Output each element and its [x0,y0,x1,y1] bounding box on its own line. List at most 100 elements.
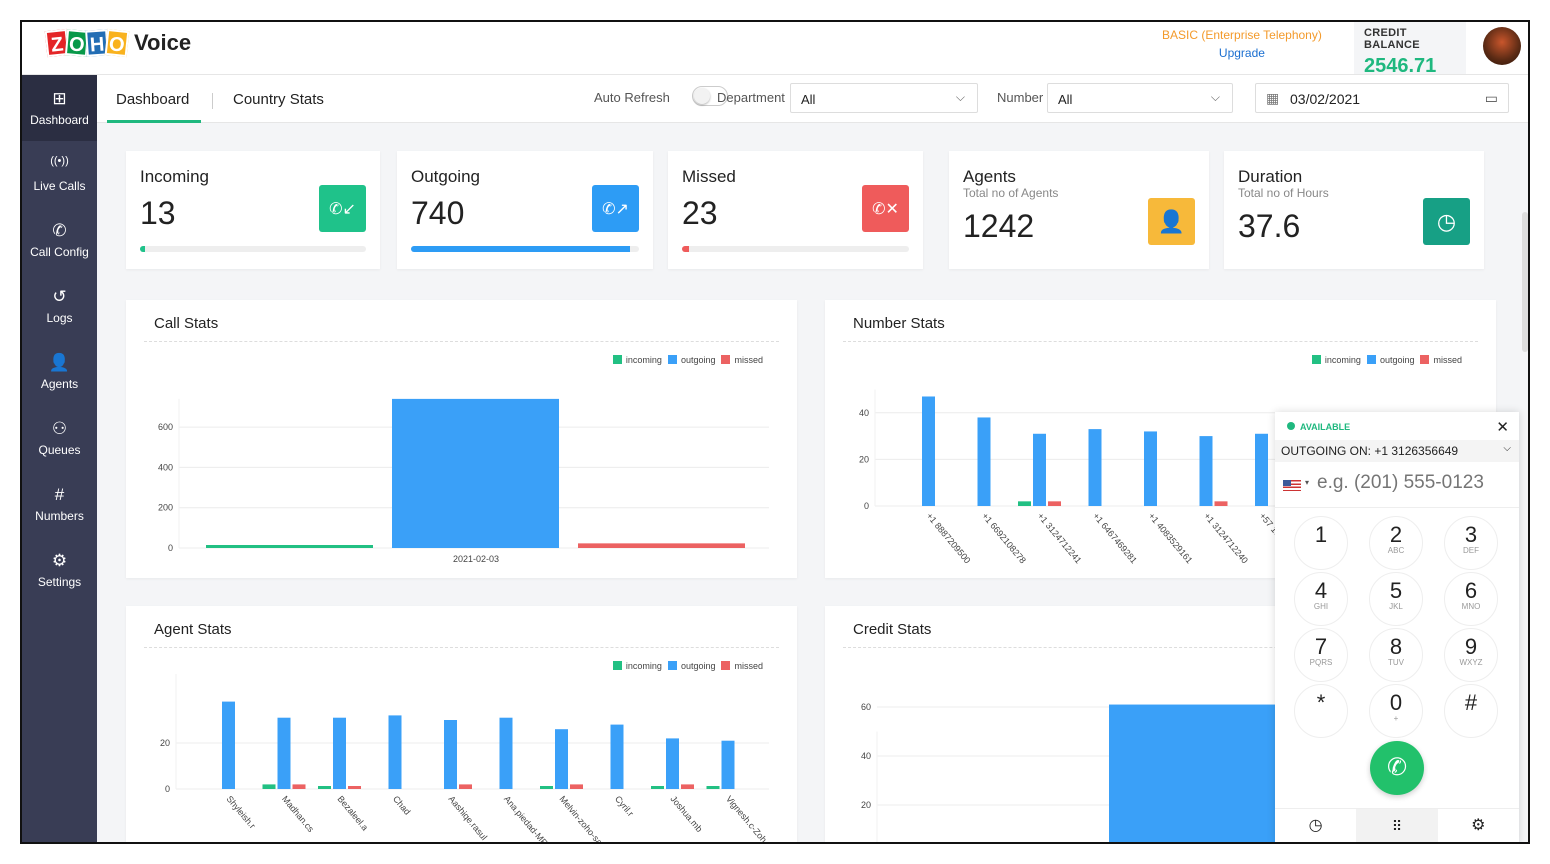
call-stats-card: Call Stats incoming outgoing missed 0 200 400 6… [126,300,797,578]
avatar[interactable] [1483,27,1521,65]
grid-icon: ⊞ [52,89,67,108]
bar-incoming[interactable] [318,786,331,789]
credit-value: 2546.71 [1364,55,1437,77]
bar-outgoing[interactable] [222,701,235,789]
bar-outgoing[interactable] [1109,704,1277,844]
bar-outgoing[interactable] [444,720,457,789]
department-select[interactable]: All ⌵ [790,83,978,113]
call-button[interactable]: ✆ [1370,741,1424,795]
legend-item-incoming[interactable]: incoming [1311,355,1361,365]
history-icon[interactable]: ◷ [1308,817,1323,834]
key-digit: 5 [1389,578,1403,603]
close-icon[interactable]: ✕ [1496,419,1509,436]
agent-stats-card: Agent Stats incoming outgoing missed 0 20 Shyl… [126,606,797,842]
calendar-icon[interactable]: ▭ [1484,90,1498,106]
key-0[interactable]: 0 + [1369,684,1423,738]
credit-label: CREDIT BALANCE [1364,27,1420,51]
key-digit: 3 [1464,522,1478,547]
chevron-down-icon: ⌵ [1210,90,1220,104]
bar-missed[interactable] [1048,501,1061,506]
key-3[interactable]: 3 DEF [1444,516,1498,570]
bar-outgoing[interactable] [1199,436,1213,506]
bar-incoming[interactable] [262,784,276,789]
progress-fill [682,246,689,252]
bar-outgoing[interactable] [1088,429,1102,506]
legend-item-missed[interactable]: missed [1420,355,1462,365]
settings-icon[interactable]: ⚙ [1471,817,1486,834]
bar-outgoing[interactable] [721,740,735,789]
key-letters: WXYZ [1459,658,1483,667]
bar-outgoing[interactable] [922,396,935,506]
keypad-icon[interactable]: ⠿ [1356,809,1438,842]
chevron-down-icon: ⌵ [955,90,965,104]
tab-dashboard[interactable]: Dashboard [116,91,190,108]
sidebar-item-queues[interactable]: ⚇ Queues [22,405,97,471]
outgoing-number-select[interactable]: OUTGOING ON: +1 3126356649 ⌵ [1275,440,1519,462]
legend-item-outgoing[interactable]: outgoing [1366,355,1414,365]
bar-missed[interactable] [1214,501,1228,506]
bar-outgoing[interactable] [277,717,291,789]
upgrade-link[interactable]: Upgrade [1218,46,1265,60]
date-picker[interactable]: ▦ 03/02/2021 ▭ [1255,83,1509,113]
sidebar-item-dashboard[interactable]: ⊞ Dashboard [22,75,97,141]
bar-outgoing[interactable] [555,729,568,789]
key-1[interactable]: 1 [1294,516,1348,570]
key-#[interactable]: # [1444,684,1498,738]
sidebar-item-numbers[interactable]: # Numbers [22,471,97,537]
bar-missed[interactable] [681,784,694,789]
legend-item-incoming[interactable]: incoming [612,661,662,671]
bar-outgoing[interactable] [977,417,991,506]
bar-outgoing[interactable] [610,724,624,789]
phone-number-input[interactable] [1317,472,1512,494]
y-tick-label: 600 [158,422,173,432]
tab-country-stats[interactable]: Country Stats [233,91,324,108]
bar-incoming[interactable] [540,786,553,789]
chart-svg: 20 40 60 [861,702,1496,844]
bar-outgoing[interactable] [1144,431,1157,506]
key-9[interactable]: 9 WXYZ [1444,628,1498,682]
key-2[interactable]: 2 ABC [1369,516,1423,570]
key-letters: MNO [1461,602,1481,611]
key-*[interactable]: * [1294,684,1348,738]
bar-outgoing[interactable] [1033,433,1046,506]
key-4[interactable]: 4 GHI [1294,572,1348,626]
key-letters: PQRS [1309,658,1333,667]
caret-down-icon[interactable]: ▾ [1305,478,1310,487]
sidebar-item-logs[interactable]: ↺ Logs [22,273,97,339]
sidebar-item-label: Agents [40,377,79,391]
legend-item-incoming[interactable]: incoming [612,355,662,365]
sidebar-item-live-calls[interactable]: ((•)) Live Calls [22,141,97,207]
legend-item-outgoing[interactable]: outgoing [667,355,715,365]
legend-item-outgoing[interactable]: outgoing [667,661,715,671]
sidebar-item-call-config[interactable]: ✆ Call Config [22,207,97,273]
key-7[interactable]: 7 PQRS [1294,628,1348,682]
us-flag-icon[interactable] [1283,480,1301,491]
bar-incoming[interactable] [1018,501,1031,506]
sidebar-item-agents[interactable]: 👤 Agents [22,339,97,405]
key-8[interactable]: 8 TUV [1369,628,1423,682]
legend-item-missed[interactable]: missed [721,355,763,365]
bar-outgoing[interactable] [388,715,402,789]
key-5[interactable]: 5 JKL [1369,572,1423,626]
bar-missed[interactable] [578,543,745,548]
bar-outgoing[interactable] [1255,433,1268,506]
number-select[interactable]: All ⌵ [1047,83,1233,113]
auto-refresh-toggle[interactable] [692,86,728,106]
scrollbar[interactable] [1522,212,1528,352]
bar-missed[interactable] [348,786,361,789]
availability-status[interactable]: AVAILABLE [1287,422,1350,432]
bar-outgoing[interactable] [392,398,559,548]
bar-incoming[interactable] [206,545,373,548]
bar-incoming[interactable] [706,786,720,789]
bar-outgoing[interactable] [666,738,679,789]
key-6[interactable]: 6 MNO [1444,572,1498,626]
bar-missed[interactable] [570,784,583,789]
bar-incoming[interactable] [651,786,664,789]
bar-missed[interactable] [459,784,472,789]
bar-outgoing[interactable] [499,717,513,789]
bar-outgoing[interactable] [333,717,346,789]
zoho-voice-logo[interactable]: Z O H O Voice [44,28,191,58]
bar-missed[interactable] [292,784,306,789]
legend-item-missed[interactable]: missed [721,661,763,671]
sidebar-item-settings[interactable]: ⚙ Settings [22,537,97,603]
